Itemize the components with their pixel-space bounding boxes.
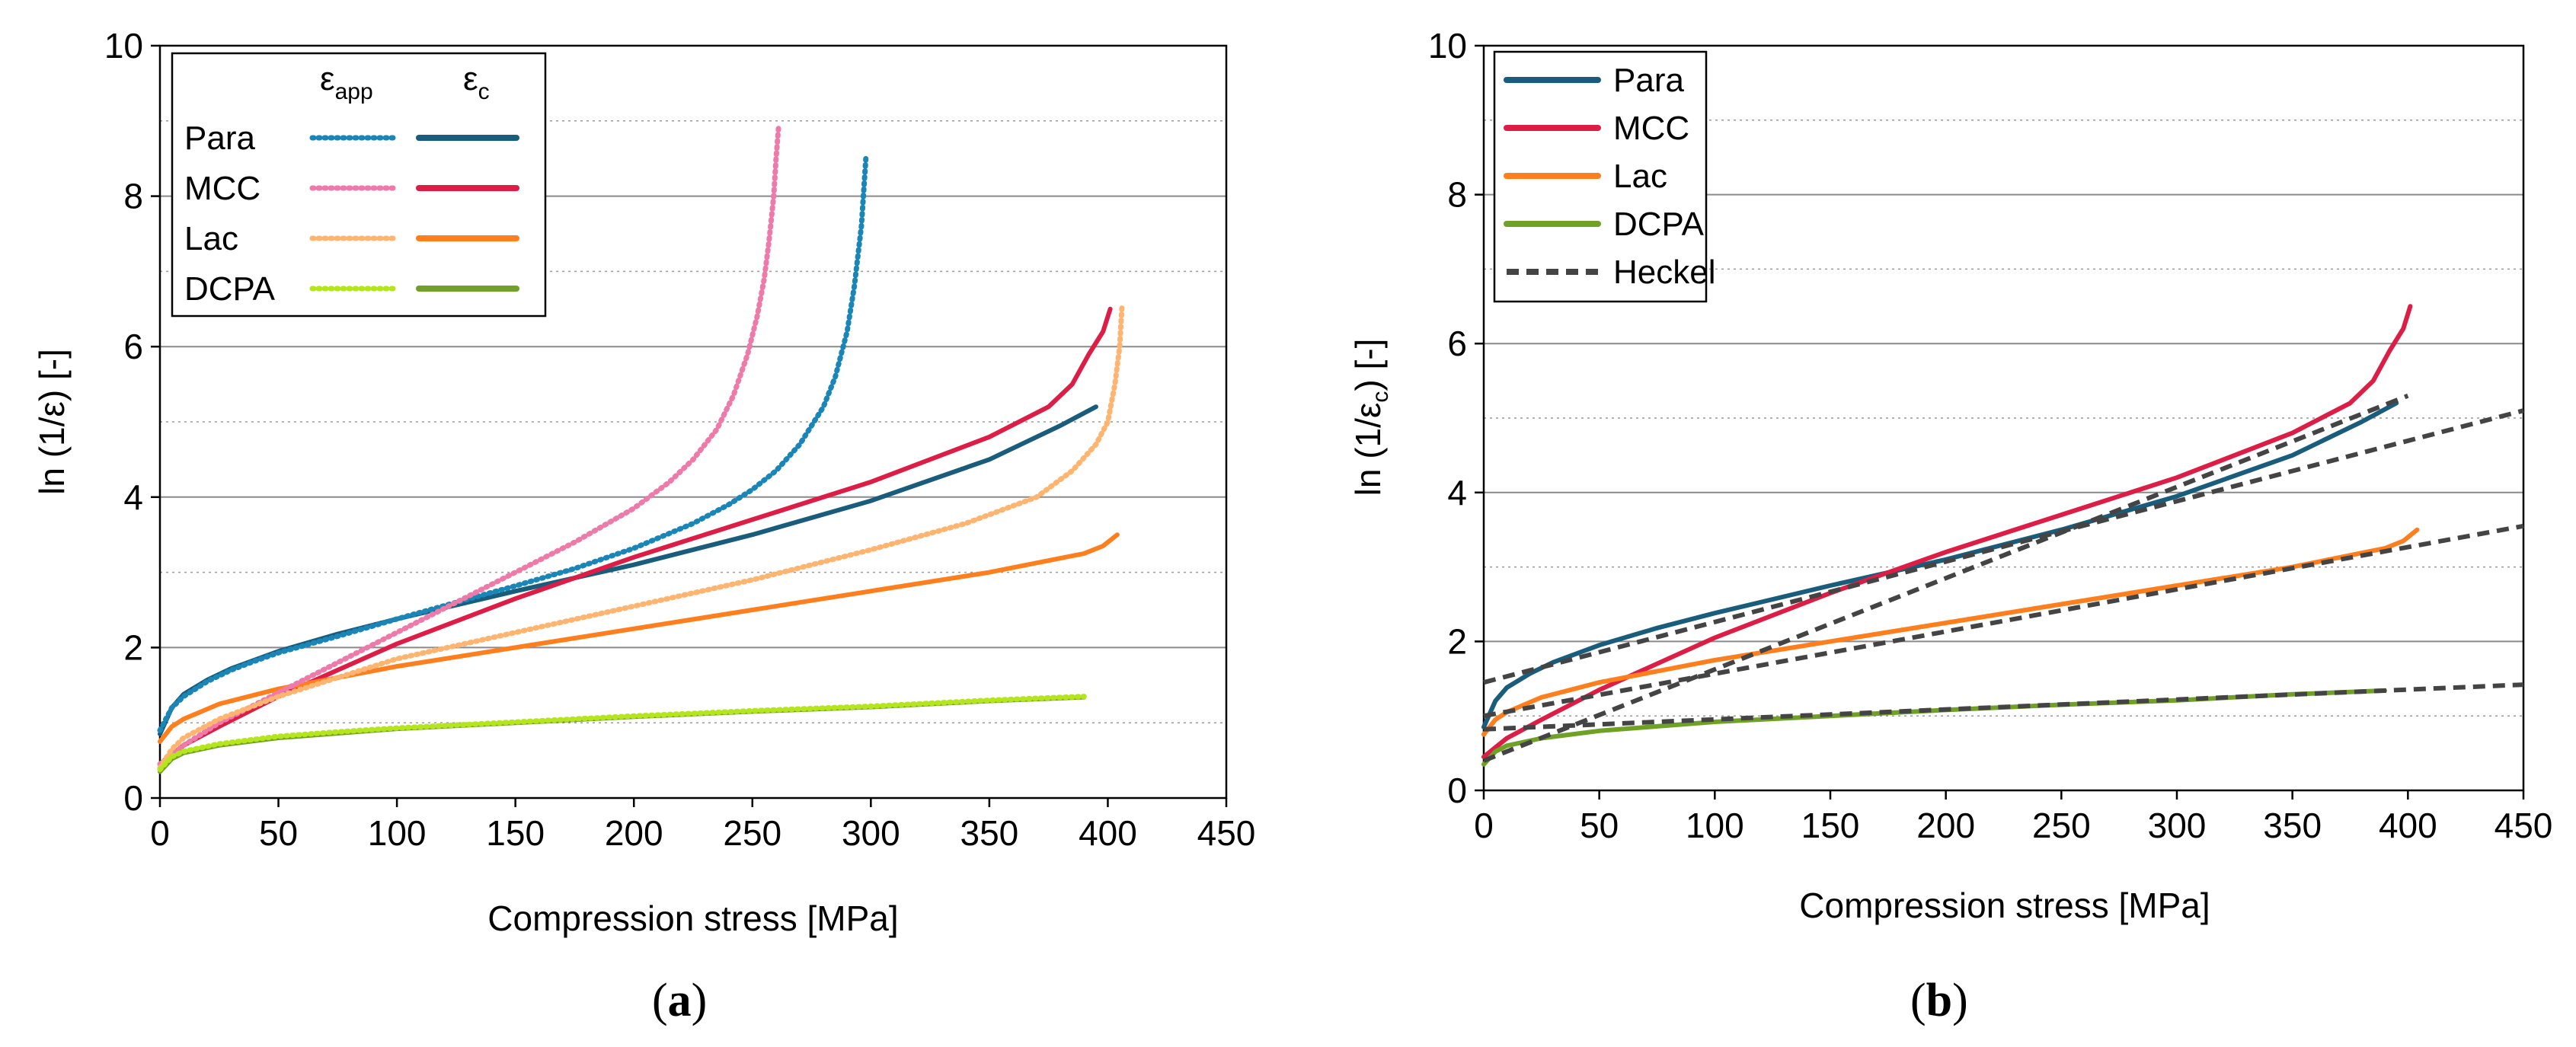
panel-b-series-heckel-1 [1483, 408, 2524, 685]
panel-b-x-tick-label: 200 [1916, 806, 1975, 845]
panel-b-x-tick-label: 300 [2148, 806, 2207, 845]
panel-b-x-tick-label: 0 [1474, 806, 1494, 845]
panel-a-x-tick-label: 450 [1197, 813, 1256, 853]
panel-a-y-tick-label: 10 [104, 26, 143, 65]
panel-a-legend: εapp εc Para MCC Lac DCPA [171, 52, 547, 318]
panel-b-x-tick-label: 450 [2495, 806, 2553, 845]
panel-b-x-tick-label: 400 [2379, 806, 2437, 845]
panel-b-y-tick-label: 4 [1447, 473, 1467, 512]
panel-b-gridlines [1484, 120, 2523, 717]
panel-b-series-heckel-2 [1483, 523, 2524, 719]
panel-a-series-lac-app [157, 302, 1125, 771]
panel-b-legend-label-mcc: MCC [1613, 110, 1689, 147]
panel-b-x-tick-label: 150 [1801, 806, 1860, 845]
panel-b-plot-frame [1482, 44, 2525, 792]
panel-b-x-ticks: 0 50 100 150 200 250 300 350 400 450 [1474, 790, 2552, 845]
panel-b-legend-label-lac: Lac [1613, 158, 1667, 195]
panel-a-y-tick-label: 2 [123, 627, 143, 667]
panel-b-x-axis-title: Compression stress [MPa] [1799, 886, 2210, 925]
panel-b-y-tick-label: 10 [1428, 26, 1467, 65]
panel-a-y-axis-title: ln (1/ε) [-] [32, 349, 72, 495]
panel-b-series [1481, 304, 2524, 767]
panel-b-x-tick-label: 350 [2263, 806, 2322, 845]
panel-a-y-tick-label: 6 [123, 327, 143, 366]
panel-a-legend-label-mcc: MCC [184, 170, 260, 207]
panel-b-x-tick-label: 100 [1686, 806, 1744, 845]
panel-a-x-tick-label: 200 [605, 813, 663, 853]
panel-a-x-tick-label: 0 [150, 813, 170, 853]
panel-a-series-lac-c [158, 532, 1120, 744]
panel-a-x-tick-label: 100 [368, 813, 427, 853]
panel-b-series-heckel-0 [1482, 393, 2409, 763]
panel-b-series-dcpa [1481, 688, 2387, 767]
panel-a-legend-label-dcpa: DCPA [184, 270, 276, 308]
panel-a-series [157, 126, 1125, 774]
panel-b-x-tick-label: 50 [1580, 806, 1619, 845]
panel-a-x-tick-label: 300 [842, 813, 900, 853]
panel-b-y-axis-title: ln (1/εc) [-] [1348, 339, 1393, 496]
panel-a-y-tick-label: 4 [123, 477, 143, 517]
panel-a-series-mcc-c [158, 306, 1113, 767]
panel-a-legend-label-lac: Lac [184, 220, 238, 257]
panel-b-legend-label-dcpa: DCPA [1613, 206, 1705, 243]
panel-a-x-tick-label: 400 [1079, 813, 1137, 853]
panel-a-x-tick-label: 350 [960, 813, 1019, 853]
panel-b-legend-label-heckel: Heckel [1613, 254, 1716, 291]
panel-a-label: (a) [652, 975, 707, 1026]
panel-a-series-mcc-app [157, 126, 781, 767]
panel-a-legend-label-para: Para [184, 120, 255, 157]
panel-b-y-tick-label: 6 [1447, 324, 1467, 363]
panel-a-x-tick-label: 50 [259, 813, 298, 853]
panel-a-chart: 0 50 100 150 200 250 300 350 400 450 0 2 4 6 8 10 Comp… [32, 26, 1255, 1026]
panel-a-legend-box [171, 52, 547, 318]
panel-a-series-dcpa-app [157, 694, 1087, 772]
panel-b-series-para [1481, 401, 2399, 729]
panel-b-x-tick-label: 250 [2032, 806, 2091, 845]
panel-b-series-heckel-3 [1483, 682, 2524, 732]
panel-a-y-tick-label: 0 [123, 778, 143, 818]
panel-b-y-tick-label: 8 [1447, 175, 1467, 215]
panel-a-y-ticks: 0 2 4 6 8 10 [104, 26, 160, 818]
panel-a-plot-frame [158, 44, 1228, 800]
panel-a-x-axis-title: Compression stress [MPa] [487, 899, 898, 938]
panel-b-chart: 0 50 100 150 200 250 300 350 400 450 0 2 4 6 8 10 Comp… [1348, 26, 2552, 1026]
panel-b-legend: Para MCC Lac DCPA Heckel [1493, 50, 1716, 303]
panel-a-legend-header-app: εapp [320, 60, 373, 104]
panel-a-x-tick-label: 250 [723, 813, 781, 853]
panel-b-series-mcc [1481, 304, 2413, 759]
panel-b-legend-label-para: Para [1613, 62, 1684, 99]
panel-a-y-tick-label: 8 [123, 177, 143, 216]
panel-b-y-ticks: 0 2 4 6 8 10 [1428, 26, 1484, 810]
panel-a-x-tick-label: 150 [486, 813, 545, 853]
panel-a-series-para-app [157, 152, 869, 733]
panel-b-y-tick-label: 0 [1447, 771, 1467, 810]
panel-b-label: (b) [1910, 975, 1968, 1026]
panel-b-y-tick-label: 2 [1447, 621, 1467, 661]
panel-a-legend-header-c: εc [463, 60, 490, 104]
panel-a-x-ticks: 0 50 100 150 200 250 300 350 400 450 [150, 798, 1255, 853]
